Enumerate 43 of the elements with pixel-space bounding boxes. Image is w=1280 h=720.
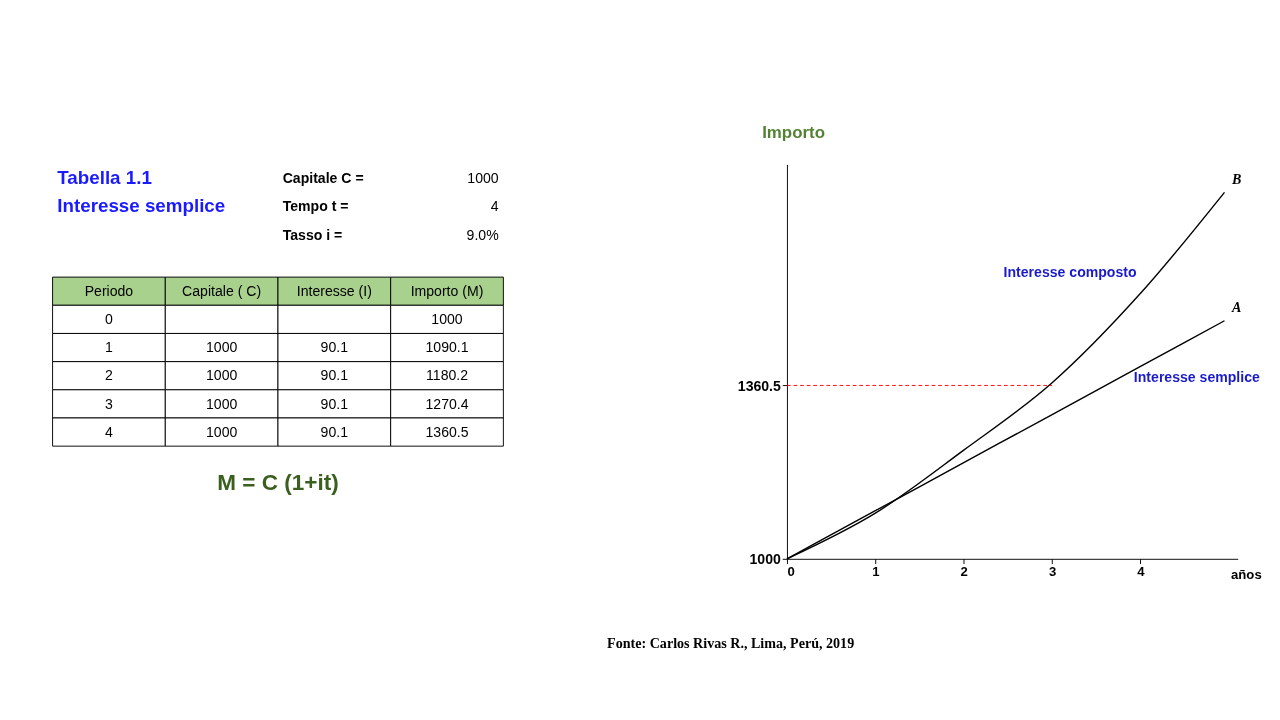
x-tick-label: 1 (872, 564, 880, 580)
x-axis-title: años (1231, 567, 1262, 583)
annotation: A (1231, 299, 1242, 316)
y-tick-label: 1 (105, 339, 114, 356)
text: M = C (1+it) (217, 470, 339, 496)
y-tick-label: 2 (105, 367, 114, 384)
data-label: 1000 (205, 395, 238, 412)
text: Capitale C = (282, 170, 364, 187)
data-label: 90.1 (320, 423, 349, 440)
x-tick-label: Interesse (I) (296, 282, 372, 299)
text: Tempo t = (282, 198, 349, 215)
data-label: 1360.5 (425, 423, 469, 440)
data-label: 90.1 (320, 395, 349, 412)
data-label: 1000 (431, 311, 463, 328)
y-axis-title: Importo (762, 122, 825, 142)
x-tick-label: Importo (M) (410, 282, 484, 299)
x-tick-label: Capitale ( C) (182, 282, 262, 299)
source-note: Fonte: Carlos Rivas R., Lima, Perú, 2019 (607, 635, 855, 652)
data-label: 1180.2 (426, 367, 469, 384)
text: Tasso i = (282, 226, 343, 243)
text: 9.0% (466, 226, 500, 243)
data-label: 90.1 (320, 339, 349, 356)
x-tick-label: 3 (1048, 564, 1057, 580)
data-label: 1090.1 (425, 339, 469, 356)
y-tick-label: 3 (105, 395, 114, 412)
data-label: 1000 (205, 423, 238, 440)
y-tick-label: 4 (105, 423, 114, 440)
data-label: 1270.4 (425, 395, 469, 412)
chart-title: Tabella 1.1 (57, 167, 152, 189)
data-label: 1000 (205, 339, 238, 356)
series-label: Interesse composto (1003, 264, 1137, 281)
x-tick-label: 0 (787, 564, 795, 580)
series-label: Interesse semplice (1133, 369, 1261, 386)
text: 1000 (467, 170, 499, 187)
y-axis-title: Periodo (84, 282, 134, 299)
x-tick-label: 2 (960, 564, 968, 580)
annotation: B (1231, 170, 1242, 187)
chart-subtitle: Interesse semplice (57, 195, 226, 217)
data-label: 90.1 (320, 367, 349, 384)
x-tick-label: 4 (1137, 564, 1146, 580)
text: 4 (490, 198, 499, 215)
data-label: 1000 (205, 367, 238, 384)
y-tick-label: 0 (105, 311, 114, 328)
